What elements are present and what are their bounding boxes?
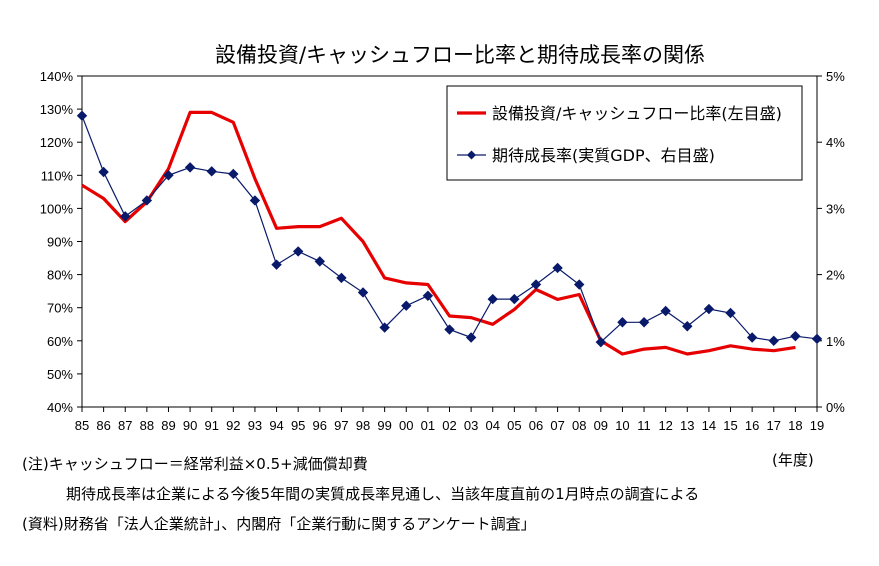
y-left-tick-label: 140% <box>40 69 74 84</box>
x-tick-label: 03 <box>464 418 478 433</box>
source-note: (資料)財務省「法人企業統計」、内閣府「企業行動に関するアンケート調査」 <box>22 515 536 533</box>
y-right-tick-label: 2% <box>826 268 845 283</box>
y-left-tick-label: 100% <box>40 201 74 216</box>
x-tick-label: 97 <box>334 418 348 433</box>
growth-point-marker <box>552 262 563 274</box>
growth-point-marker <box>163 170 174 181</box>
y-left-tick-label: 60% <box>47 334 73 349</box>
growth-point-marker <box>746 332 758 343</box>
chart-title: 設備投資/キャッシュフロー比率と期待成長率の関係 <box>215 43 705 67</box>
x-tick-label: 98 <box>356 418 370 433</box>
growth-point-marker <box>595 336 607 348</box>
x-tick-label: 04 <box>486 418 500 433</box>
x-tick-label: 92 <box>226 418 240 433</box>
x-tick-label: 95 <box>291 418 305 433</box>
y-left-tick-label: 130% <box>40 102 74 117</box>
growth-point-marker <box>379 322 390 333</box>
y-left-tick-label: 110% <box>41 168 74 183</box>
y-right-tick-label: 1% <box>826 334 845 349</box>
x-axis-unit-label: (年度) <box>772 451 814 469</box>
x-tick-label: 15 <box>723 418 737 433</box>
growth-point-marker <box>573 279 585 290</box>
x-tick-label: 96 <box>313 418 327 433</box>
y-left-tick-label: 120% <box>40 135 74 150</box>
growth-point-marker <box>444 324 455 335</box>
x-tick-label: 17 <box>767 418 781 433</box>
x-tick-label: 12 <box>658 418 672 433</box>
growth-point-marker <box>120 211 131 222</box>
growth-point-marker <box>768 335 779 347</box>
x-tick-label: 18 <box>788 418 802 433</box>
x-tick-label: 85 <box>75 418 89 433</box>
y-left-tick-label: 40% <box>47 400 73 415</box>
x-tick-label: 00 <box>399 418 413 433</box>
growth-point-marker <box>790 330 801 342</box>
growth-point-marker <box>401 300 412 311</box>
x-tick-label: 07 <box>550 418 564 433</box>
growth-point-marker <box>811 333 823 345</box>
growth-point-marker <box>703 303 715 315</box>
x-tick-label: 88 <box>140 418 154 433</box>
x-tick-label: 02 <box>442 418 456 433</box>
legend-label-expected-growth: 期待成長率(実質GDP、右目盛) <box>492 146 715 165</box>
x-tick-label: 91 <box>204 418 218 433</box>
x-tick-label: 09 <box>594 418 608 433</box>
x-tick-label: 87 <box>118 418 132 433</box>
note-cashflow-definition: (注)キャッシュフロー＝経常利益×0.5+減価償却費 <box>22 455 368 473</box>
legend-box <box>446 85 803 181</box>
growth-point-marker <box>292 246 304 257</box>
growth-point-marker <box>617 317 628 328</box>
growth-point-marker <box>682 321 693 332</box>
y-left-tick-label: 90% <box>47 235 73 250</box>
x-tick-label: 08 <box>572 418 586 433</box>
growth-point-marker <box>141 195 153 206</box>
y-left-tick-label: 70% <box>47 301 73 316</box>
y-right-tick-label: 4% <box>826 135 845 150</box>
x-tick-label: 01 <box>421 418 435 433</box>
growth-point-marker <box>76 110 88 121</box>
growth-point-marker <box>271 259 282 270</box>
x-tick-label: 06 <box>529 418 543 433</box>
growth-point-marker <box>357 287 369 298</box>
y-right-tick-label: 3% <box>826 201 845 216</box>
y-right-tick-label: 0% <box>826 400 845 415</box>
x-tick-label: 93 <box>248 418 262 433</box>
x-tick-label: 13 <box>680 418 694 433</box>
growth-point-marker <box>660 305 671 317</box>
x-tick-label: 10 <box>615 418 629 433</box>
growth-point-marker <box>509 293 520 305</box>
x-tick-label: 99 <box>377 418 391 433</box>
growth-point-marker <box>314 256 326 267</box>
x-tick-label: 86 <box>96 418 110 433</box>
x-tick-label: 90 <box>183 418 197 433</box>
growth-point-marker <box>725 307 736 319</box>
growth-point-marker <box>465 332 477 343</box>
growth-point-marker <box>336 272 347 284</box>
growth-point-marker <box>228 168 239 180</box>
x-tick-label: 05 <box>507 418 521 433</box>
x-tick-label: 14 <box>702 418 716 433</box>
legend-label-capex-cf-ratio: 設備投資/キャッシュフロー比率(左目盛) <box>492 104 782 123</box>
y-left-tick-label: 80% <box>47 268 73 283</box>
growth-point-marker <box>249 195 261 206</box>
growth-point-marker <box>206 166 217 177</box>
series-line-capex-cf-ratio <box>81 110 796 356</box>
y-right-tick-label: 5% <box>826 69 845 84</box>
x-tick-label: 16 <box>745 418 759 433</box>
x-tick-label: 19 <box>810 418 824 433</box>
x-tick-label: 11 <box>637 418 651 433</box>
growth-point-marker <box>487 293 498 305</box>
x-tick-label: 89 <box>161 418 175 433</box>
x-tick-label: 94 <box>269 418 283 433</box>
legend-marker-expected-growth <box>467 150 476 160</box>
growth-point-marker <box>184 162 196 173</box>
growth-point-marker <box>422 290 434 301</box>
note-expected-growth: 期待成長率は企業による今後5年間の実質成長率見通し、当該年度直前の1月時点の調査… <box>66 485 700 503</box>
y-left-tick-label: 50% <box>47 367 73 382</box>
growth-point-marker <box>98 166 109 178</box>
growth-point-marker <box>638 317 650 328</box>
growth-point-marker <box>530 279 542 290</box>
